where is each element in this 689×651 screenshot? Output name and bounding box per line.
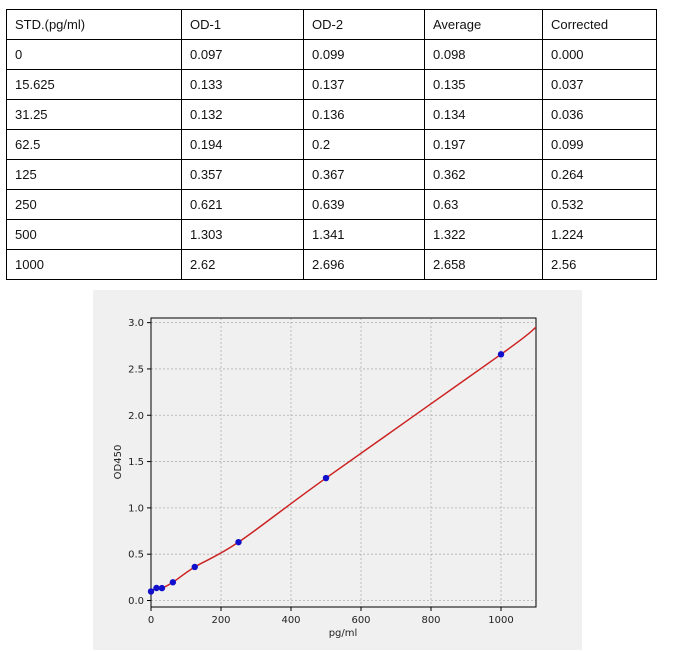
- table-header-cell: Average: [424, 9, 543, 40]
- table-row: 500 1.303 1.341 1.322 1.224: [6, 219, 657, 250]
- table-header-cell: OD-2: [303, 9, 425, 40]
- table-cell: 0.367: [303, 159, 425, 190]
- y-tick-label: 2.5: [128, 364, 144, 375]
- standard-curve-table: STD.(pg/ml) OD-1 OD-2 Average Corrected 0 0.09…: [6, 9, 657, 280]
- table-cell: 0.532: [542, 189, 657, 220]
- x-tick-label: 0: [148, 615, 154, 626]
- y-axis-title: OD450: [113, 445, 124, 480]
- table-header-cell: Corrected: [542, 9, 657, 40]
- table-cell: 0.194: [181, 129, 304, 160]
- table-cell: 15.625: [6, 69, 182, 100]
- table-header-cell: STD.(pg/ml): [6, 9, 182, 40]
- table-cell: 1.224: [542, 219, 657, 250]
- x-tick-label: 600: [351, 615, 370, 626]
- table-cell: 2.696: [303, 249, 425, 280]
- table-cell: 0.135: [424, 69, 543, 100]
- table-cell: 0.133: [181, 69, 304, 100]
- data-point: [153, 584, 160, 592]
- grid-lines: [150, 318, 536, 607]
- table-cell: 2.56: [542, 249, 657, 280]
- table-cell: 1.322: [424, 219, 543, 250]
- x-axis-title: pg/ml: [329, 628, 358, 639]
- data-point: [158, 584, 166, 592]
- table-cell: 0.037: [542, 69, 657, 100]
- table-cell: 1000: [6, 249, 182, 280]
- data-point: [322, 474, 330, 482]
- table-cell: 2.658: [424, 249, 543, 280]
- table-cell: 0.2: [303, 129, 425, 160]
- table-cell: 0.137: [303, 69, 425, 100]
- table-row: 62.5 0.194 0.2 0.197 0.099: [6, 129, 657, 160]
- y-tick-label: 0.0: [128, 596, 144, 607]
- table-cell: 250: [6, 189, 182, 220]
- table-cell: 0.132: [181, 99, 304, 130]
- table-cell: 0.099: [303, 39, 425, 70]
- table-cell: 125: [6, 159, 182, 190]
- table-cell: 0.000: [542, 39, 657, 70]
- y-tick-label: 0.5: [128, 550, 144, 561]
- x-tick-label: 800: [421, 615, 440, 626]
- table-cell: 0.136: [303, 99, 425, 130]
- x-tick-label: 1000: [488, 615, 513, 626]
- table-cell: 1.341: [303, 219, 425, 250]
- y-tick-label: 1.5: [128, 457, 144, 468]
- table-cell: 1.303: [181, 219, 304, 250]
- table-cell: 0.134: [424, 99, 543, 130]
- table-cell: 0.097: [181, 39, 304, 70]
- table-row: 31.25 0.132 0.136 0.134 0.036: [6, 99, 657, 130]
- y-tick-label: 1.0: [128, 503, 144, 514]
- table-cell: 0.621: [181, 189, 304, 220]
- x-tick-label: 200: [211, 615, 230, 626]
- table-cell: 0.357: [181, 159, 304, 190]
- table-row: 250 0.621 0.639 0.63 0.532: [6, 189, 657, 220]
- table-cell: 500: [6, 219, 182, 250]
- y-tick-label: 3.0: [128, 318, 144, 329]
- fit-curve: [151, 326, 536, 593]
- data-point: [191, 563, 198, 571]
- y-tick-label: 2.0: [128, 411, 144, 422]
- axis-ticks: 0 200 400 600 800 1000 0.0 0.5 1.0 1.5 2.0 2.5 3.0: [128, 318, 514, 626]
- data-point: [147, 588, 155, 595]
- table-row: 0 0.097 0.099 0.098 0.000: [6, 39, 657, 70]
- data-point: [235, 538, 242, 546]
- table-row: 1000 2.62 2.696 2.658 2.56: [6, 249, 657, 280]
- x-tick-label: 400: [281, 615, 300, 626]
- table-row: 15.625 0.133 0.137 0.135 0.037: [6, 69, 657, 100]
- table-cell: 0.264: [542, 159, 657, 190]
- table-cell: 0.639: [303, 189, 425, 220]
- table-header-cell: OD-1: [181, 9, 304, 40]
- standard-curve-chart: 0 200 400 600 800 1000 0.0 0.5 1.0 1.5 2.0 2.5 3.0 p…: [93, 290, 582, 650]
- table-cell: 0: [6, 39, 182, 70]
- table-cell: 0.099: [542, 129, 657, 160]
- data-point: [169, 579, 177, 586]
- table-row: 125 0.357 0.367 0.362 0.264: [6, 159, 657, 190]
- plot-frame: [150, 317, 537, 608]
- table-cell: 0.63: [424, 189, 543, 220]
- table-cell: 0.362: [424, 159, 543, 190]
- data-point: [497, 351, 505, 358]
- data-points: [147, 351, 505, 595]
- table-cell: 62.5: [6, 129, 182, 160]
- table-cell: 0.036: [542, 99, 657, 130]
- table-header-row: STD.(pg/ml) OD-1 OD-2 Average Corrected: [6, 9, 657, 40]
- table-cell: 2.62: [181, 249, 304, 280]
- table-cell: 0.098: [424, 39, 543, 70]
- table-cell: 0.197: [424, 129, 543, 160]
- table-cell: 31.25: [6, 99, 182, 130]
- chart-canvas: 0 200 400 600 800 1000 0.0 0.5 1.0 1.5 2.0 2.5 3.0 p…: [113, 317, 537, 639]
